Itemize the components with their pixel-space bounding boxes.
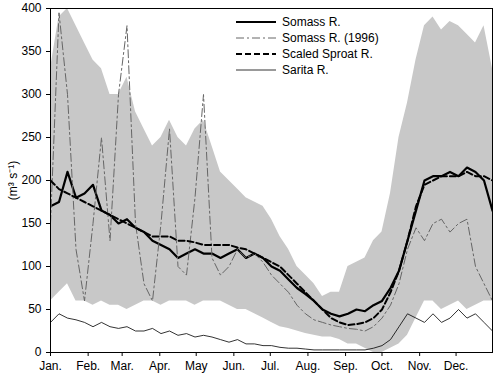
svg-text:Nov.: Nov. xyxy=(408,359,432,373)
svg-text:Aug.: Aug. xyxy=(296,359,321,373)
svg-text:250: 250 xyxy=(21,130,41,144)
svg-text:Jun.: Jun. xyxy=(223,359,246,373)
svg-text:(m³ s⁻¹): (m³ s⁻¹) xyxy=(6,161,20,200)
svg-text:Mar.: Mar. xyxy=(110,359,133,373)
svg-text:Apr.: Apr. xyxy=(149,359,170,373)
svg-text:Feb.: Feb. xyxy=(76,359,100,373)
svg-text:Jul.: Jul. xyxy=(261,359,280,373)
html-text:Somass R. (1996): Somass R. (1996) xyxy=(282,31,379,45)
svg-text:Oct.: Oct. xyxy=(371,359,393,373)
svg-text:Sep.: Sep. xyxy=(333,359,358,373)
svg-text:May: May xyxy=(185,359,208,373)
html-text:Somass R.: Somass R. xyxy=(282,15,341,29)
html-text:Scaled Sproat R.: Scaled Sproat R. xyxy=(282,47,373,61)
svg-text:0: 0 xyxy=(35,345,42,359)
svg-text:50: 50 xyxy=(28,302,42,316)
svg-text:300: 300 xyxy=(21,87,41,101)
svg-text:100: 100 xyxy=(21,259,41,273)
svg-text:Jan.: Jan. xyxy=(39,359,62,373)
svg-text:150: 150 xyxy=(21,216,41,230)
svg-text:200: 200 xyxy=(21,173,41,187)
svg-text:400: 400 xyxy=(21,1,41,15)
svg-text:350: 350 xyxy=(21,44,41,58)
html-text:Sarita R.: Sarita R. xyxy=(282,63,329,77)
svg-text:Dec.: Dec. xyxy=(444,359,469,373)
